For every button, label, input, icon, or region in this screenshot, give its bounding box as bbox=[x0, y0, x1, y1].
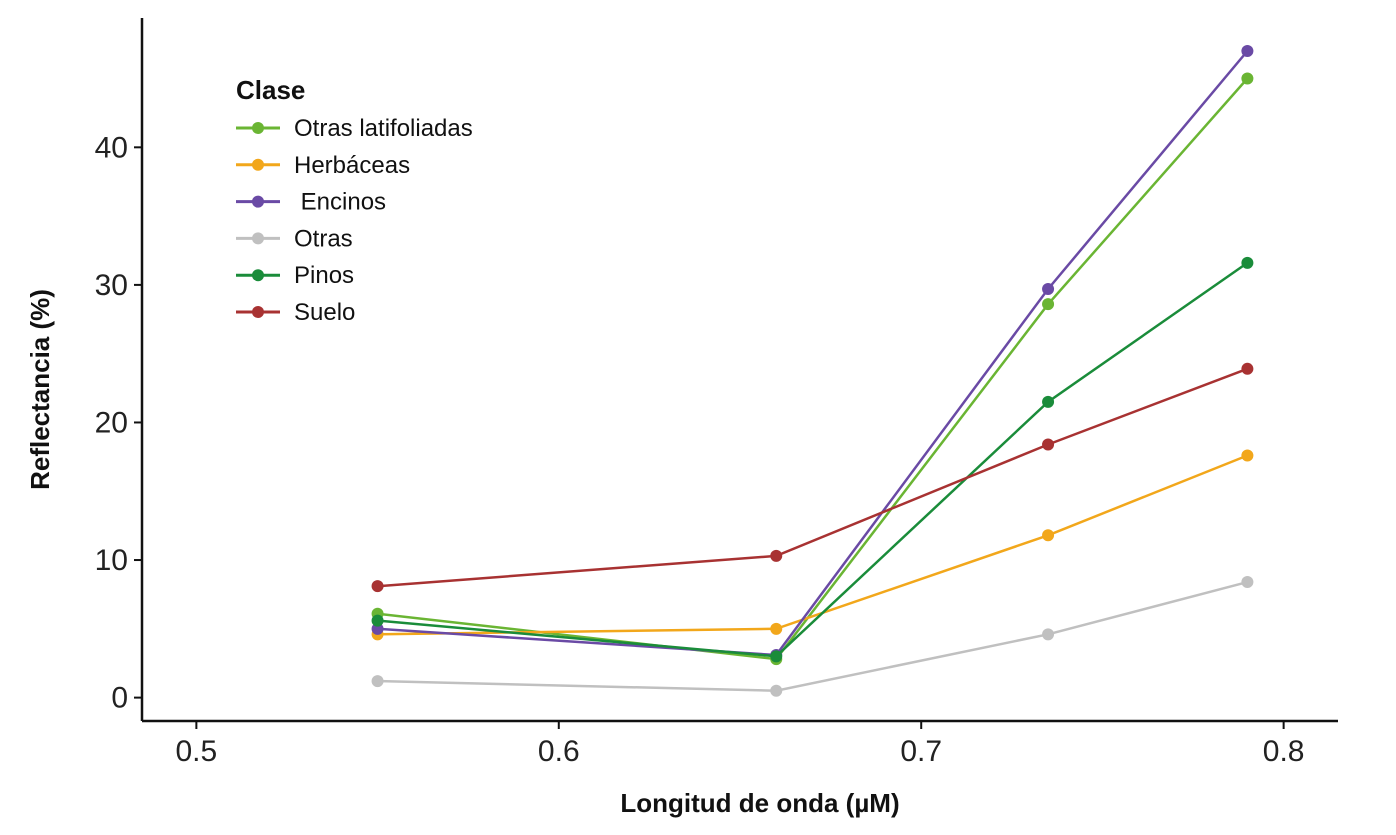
data-point bbox=[770, 622, 783, 635]
legend-item: Herbáceas bbox=[236, 152, 410, 179]
legend-items: Otras latifoliadas Herbáceas Encinos Otras… bbox=[236, 115, 473, 326]
data-point bbox=[371, 622, 384, 635]
y-tick-label: 20 bbox=[95, 406, 128, 439]
data-point bbox=[1241, 72, 1254, 85]
legend-swatch-point bbox=[252, 195, 264, 208]
legend-label: Suelo bbox=[294, 299, 355, 326]
series-line bbox=[377, 261, 1249, 658]
data-point bbox=[1042, 283, 1055, 296]
series-group bbox=[371, 362, 1254, 593]
series-group bbox=[371, 576, 1254, 697]
legend-label: Otras bbox=[294, 225, 353, 252]
series-line bbox=[377, 77, 1249, 661]
data-point bbox=[371, 675, 384, 688]
data-point bbox=[1042, 628, 1055, 641]
y-axis-title: Reflectancia (%) bbox=[25, 289, 55, 490]
x-tick-label: 0.8 bbox=[1263, 735, 1305, 768]
y-tick-label: 40 bbox=[95, 131, 128, 164]
legend-swatch-point bbox=[252, 158, 264, 171]
legend-label: Herbáceas bbox=[294, 152, 410, 179]
x-tick-label: 0.5 bbox=[176, 735, 218, 768]
series-line bbox=[377, 580, 1248, 692]
series-line bbox=[377, 454, 1248, 636]
legend-item: Encinos bbox=[236, 189, 386, 216]
data-point bbox=[1042, 438, 1055, 451]
data-point bbox=[1241, 45, 1254, 58]
legend-label: Encinos bbox=[294, 189, 386, 216]
x-axis-ticks: 0.5 0.6 0.7 0.8 bbox=[176, 721, 1305, 768]
series-group bbox=[371, 256, 1254, 663]
legend-label: Otras latifoliadas bbox=[294, 115, 473, 142]
data-point bbox=[1042, 529, 1055, 542]
data-point bbox=[1241, 449, 1254, 462]
legend-label: Pinos bbox=[294, 262, 354, 289]
data-point bbox=[1042, 395, 1055, 408]
data-point bbox=[371, 580, 384, 593]
data-point bbox=[770, 650, 783, 663]
legend-swatch-point bbox=[252, 122, 264, 134]
y-tick-label: 10 bbox=[95, 544, 128, 577]
x-axis-title: Longitud de onda (µM) bbox=[620, 788, 899, 818]
data-point bbox=[371, 614, 384, 627]
y-axis-ticks: 0 10 20 30 40 bbox=[95, 131, 142, 715]
axes bbox=[140, 18, 1338, 723]
legend-item: Suelo bbox=[236, 299, 355, 326]
data-point bbox=[1241, 576, 1254, 589]
x-tick-label: 0.6 bbox=[538, 735, 580, 768]
legend-swatch-point bbox=[252, 306, 264, 318]
data-point bbox=[770, 549, 783, 562]
series-line bbox=[377, 367, 1248, 588]
data-point bbox=[1241, 256, 1254, 269]
series-group bbox=[371, 45, 1254, 661]
series-layer bbox=[371, 45, 1254, 697]
y-tick-label: 30 bbox=[95, 269, 128, 302]
legend-item: Otras bbox=[236, 225, 353, 252]
data-point bbox=[1042, 298, 1055, 311]
x-tick-label: 0.7 bbox=[900, 735, 942, 768]
legend-swatch-point bbox=[252, 269, 264, 282]
legend-item: Otras latifoliadas bbox=[236, 115, 473, 142]
series-line bbox=[377, 50, 1249, 657]
legend: Clase Otras latifoliadas Herbáceas Encino… bbox=[236, 75, 473, 326]
data-point bbox=[1241, 362, 1254, 375]
y-tick-label: 0 bbox=[111, 682, 128, 715]
data-point bbox=[770, 684, 783, 697]
legend-item: Pinos bbox=[236, 262, 354, 289]
legend-title: Clase bbox=[236, 75, 305, 105]
legend-swatch-point bbox=[252, 232, 264, 245]
